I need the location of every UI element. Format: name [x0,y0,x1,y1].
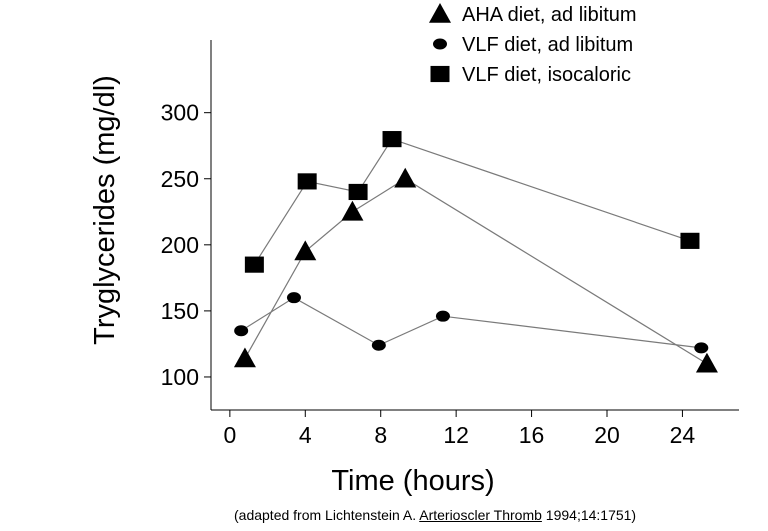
legend-marker-circle [433,38,447,50]
x-tick-label: 12 [443,422,469,448]
citation-prefix: (adapted from Lichtenstein A. [234,507,420,523]
series-line [244,178,708,365]
series-line [253,138,691,265]
legend-marker-triangle [429,3,451,23]
x-tick-label: 4 [299,422,312,448]
series-layer [233,131,718,373]
legend: AHA diet, ad libitum VLF diet, ad libitum… [429,3,637,86]
data-point-triangle [394,167,417,188]
x-tick-label: 24 [670,422,696,448]
series-square [244,131,700,273]
x-tick-label: 20 [594,422,620,448]
legend-marker-square [430,65,450,83]
x-tick-label: 16 [519,422,545,448]
y-tick-label: 300 [161,100,199,126]
data-point-square [382,131,402,148]
data-point-circle [694,342,709,354]
data-point-circle [234,325,249,337]
legend-label: AHA diet, ad libitum [462,4,637,26]
y-tick-label: 250 [161,166,199,192]
x-axis-title: Time (hours) [331,465,494,497]
x-ticks: 0 4 8 12 16 20 24 [223,410,695,448]
data-point-triangle [294,240,317,261]
y-axis-title: Tryglycerides (mg/dl) [89,75,121,345]
data-point-triangle [341,200,364,221]
data-point-square [244,256,264,273]
axes [210,40,739,411]
x-tick-label: 0 [223,422,236,448]
legend-label: VLF diet, ad libitum [462,34,633,56]
legend-item: VLF diet, isocaloric [430,64,631,86]
legend-item: AHA diet, ad libitum [429,3,637,26]
data-point-circle [435,310,450,322]
y-tick-label: 100 [161,364,199,390]
series-triangle [233,167,718,373]
data-point-triangle [695,352,718,373]
citation-journal: Arterioscler Thromb [419,507,542,523]
y-tick-label: 150 [161,298,199,324]
data-point-square [348,183,368,201]
data-point-square [680,232,700,249]
series-circle [234,292,709,354]
series-line [240,296,702,349]
citation-suffix: 1994;14:1751) [541,507,637,523]
data-point-triangle [233,347,256,368]
x-tick-label: 8 [374,422,387,448]
y-ticks: 100 150 200 250 300 [161,100,211,390]
data-point-circle [371,339,386,351]
data-point-circle [286,292,301,304]
legend-label: VLF diet, isocaloric [462,64,631,86]
y-tick-label: 200 [161,232,199,258]
legend-item: VLF diet, ad libitum [433,34,633,56]
citation: (adapted from Lichtenstein A. Arterioscl… [234,507,636,523]
data-point-square [297,173,317,190]
